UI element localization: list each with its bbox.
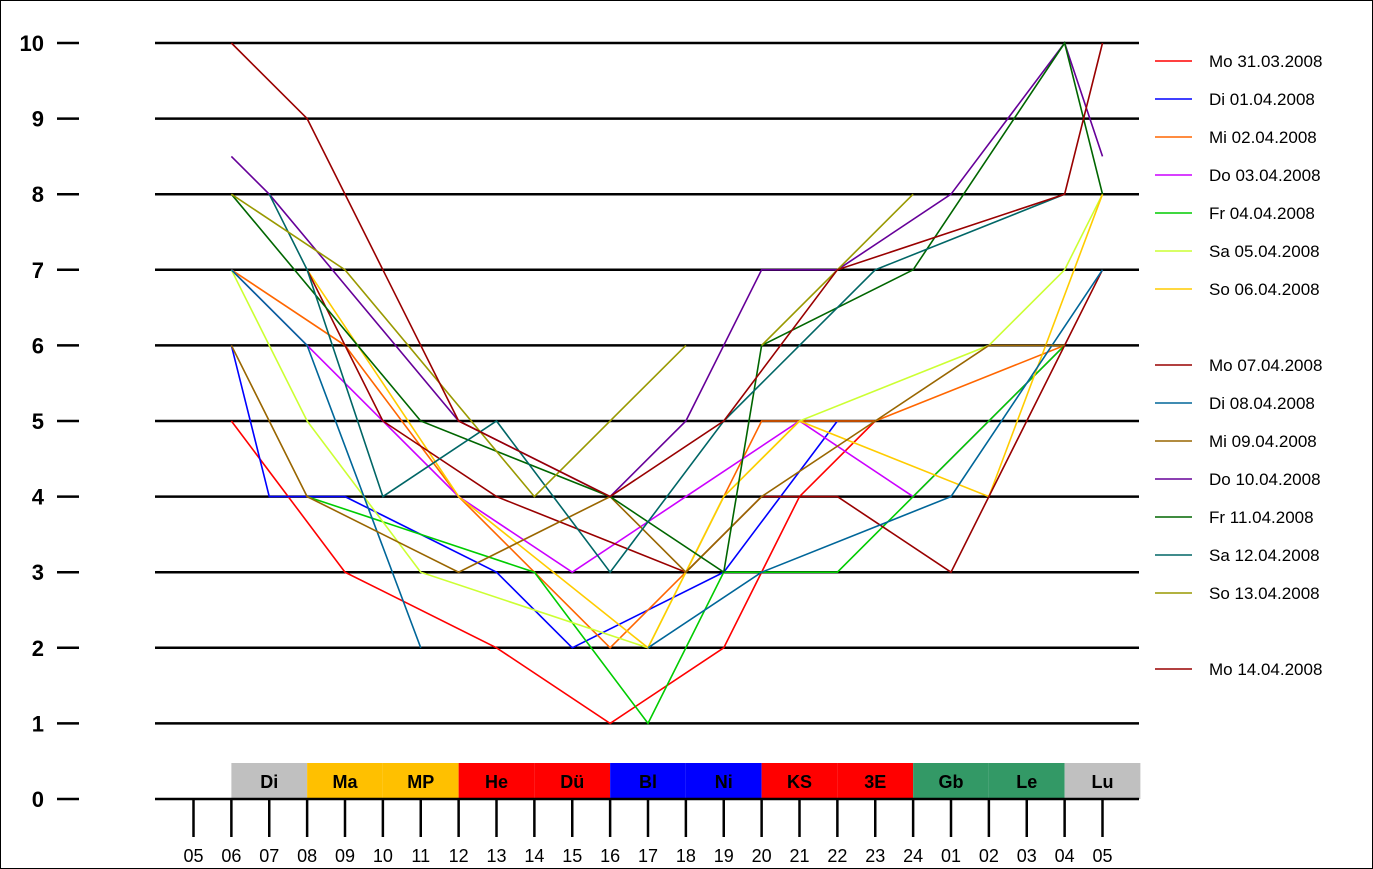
y-tick-label-7: 7 <box>32 258 44 283</box>
y-tick-label-5: 5 <box>32 409 44 434</box>
legend-label-10: Mi 09.04.2008 <box>1209 432 1317 451</box>
band-label-9: Gb <box>939 772 964 792</box>
x-tick-label-11: 16 <box>600 846 620 866</box>
x-tick-label-22: 03 <box>1017 846 1037 866</box>
band-label-3: He <box>485 772 508 792</box>
legend-label-3: Do 03.04.2008 <box>1209 166 1321 185</box>
legend-label-5: Sa 05.04.2008 <box>1209 242 1320 261</box>
series-line-16 <box>230 42 1104 498</box>
x-axis: 05 06 07 08 09 10 11 12 13 14 15 16 17 18 19 20 21 22 23 24… <box>155 797 1139 866</box>
band-label-6: Ni <box>715 772 733 792</box>
x-tick-label-24: 05 <box>1092 846 1112 866</box>
legend-label-12: Fr 11.04.2008 <box>1209 508 1314 527</box>
legend-label-11: Do 10.04.2008 <box>1209 470 1321 489</box>
x-tick-label-3: 08 <box>297 846 317 866</box>
series-line-10 <box>230 344 1065 574</box>
band-9 <box>913 763 989 799</box>
legend-label-13: Sa 12.04.2008 <box>1209 546 1320 565</box>
x-tick-label-13: 18 <box>676 846 696 866</box>
series-line-13 <box>268 193 1065 574</box>
y-tick-label-8: 8 <box>32 182 44 207</box>
x-tick-label-21: 02 <box>979 846 999 866</box>
band-0 <box>231 763 308 799</box>
x-tick-label-9: 14 <box>524 846 544 866</box>
band-label-10: Le <box>1016 772 1037 792</box>
x-tick-label-17: 22 <box>827 846 847 866</box>
band-label-7: KS <box>787 772 812 792</box>
x-tick-label-5: 10 <box>373 846 393 866</box>
x-tick-label-7: 12 <box>449 846 469 866</box>
legend-label-8: Mo 07.04.2008 <box>1209 356 1322 375</box>
legend-label-6: So 06.04.2008 <box>1209 280 1320 299</box>
band-11 <box>1064 763 1141 799</box>
x-tick-label-12: 17 <box>638 846 658 866</box>
y-axis-labels: 0 1 2 3 4 5 6 7 8 9 10 <box>20 31 79 812</box>
legend-label-4: Fr 04.04.2008 <box>1209 204 1315 223</box>
x-tick-label-6: 11 <box>411 846 430 866</box>
band-7 <box>761 763 838 799</box>
legend-label-16: Mo 14.04.2008 <box>1209 660 1322 679</box>
band-label-4: Dü <box>560 772 584 792</box>
series-line-11 <box>230 41 1104 498</box>
legend-label-1: Di 01.04.2008 <box>1209 90 1315 109</box>
x-tick-label-0: 05 <box>183 846 203 866</box>
legend-label-2: Mi 02.04.2008 <box>1209 128 1317 147</box>
band-label-5: Bl <box>639 772 657 792</box>
x-tick-label-2: 07 <box>259 846 279 866</box>
y-tick-label-3: 3 <box>32 560 44 585</box>
legend-label-14: So 13.04.2008 <box>1209 584 1320 603</box>
y-tick-label-2: 2 <box>32 636 44 661</box>
series-lines <box>230 41 1104 725</box>
series-line-8 <box>230 269 422 649</box>
y-tick-label-4: 4 <box>32 485 45 510</box>
band-10 <box>988 763 1065 799</box>
band-8 <box>837 763 914 799</box>
x-tick-label-18: 23 <box>865 846 885 866</box>
x-tick-label-8: 13 <box>486 846 506 866</box>
band-label-11: Lu <box>1092 772 1114 792</box>
band-3 <box>458 763 535 799</box>
y-tick-label-1: 1 <box>32 711 44 736</box>
x-tick-label-14: 19 <box>714 846 734 866</box>
legend-label-0: Mo 31.03.2008 <box>1209 52 1322 71</box>
band-4 <box>534 763 611 799</box>
y-tick-label-9: 9 <box>32 107 44 132</box>
y-tick-label-0: 0 <box>32 787 44 812</box>
x-tick-label-10: 15 <box>562 846 582 866</box>
series-line-2 <box>230 269 1065 649</box>
legend-label-9: Di 08.04.2008 <box>1209 394 1315 413</box>
y-tick-label-6: 6 <box>32 333 44 358</box>
band-label-8: 3E <box>864 772 886 792</box>
x-tick-label-1: 06 <box>221 846 241 866</box>
x-tick-label-23: 04 <box>1055 846 1075 866</box>
band-6 <box>685 763 762 799</box>
band-label-0: Di <box>260 772 278 792</box>
band-2 <box>382 763 459 799</box>
category-bands: Di Ma MP He Dü Bl Ni KS 3E Gb Le Lu <box>231 763 1141 799</box>
legend: Mo 31.03.2008 Di 01.04.2008 Mi 02.04.2008 D… <box>1155 52 1322 679</box>
x-tick-label-4: 09 <box>335 846 355 866</box>
series-line-12 <box>230 41 1104 574</box>
band-label-2: MP <box>407 772 434 792</box>
x-tick-label-20: 01 <box>941 846 961 866</box>
x-tick-label-16: 21 <box>789 846 809 866</box>
band-1 <box>307 763 383 799</box>
y-tick-label-10: 10 <box>20 31 44 56</box>
band-label-1: Ma <box>332 772 358 792</box>
series-line-9 <box>647 269 1104 649</box>
x-tick-label-19: 24 <box>903 846 923 866</box>
x-tick-label-15: 20 <box>752 846 772 866</box>
band-5 <box>610 763 686 799</box>
